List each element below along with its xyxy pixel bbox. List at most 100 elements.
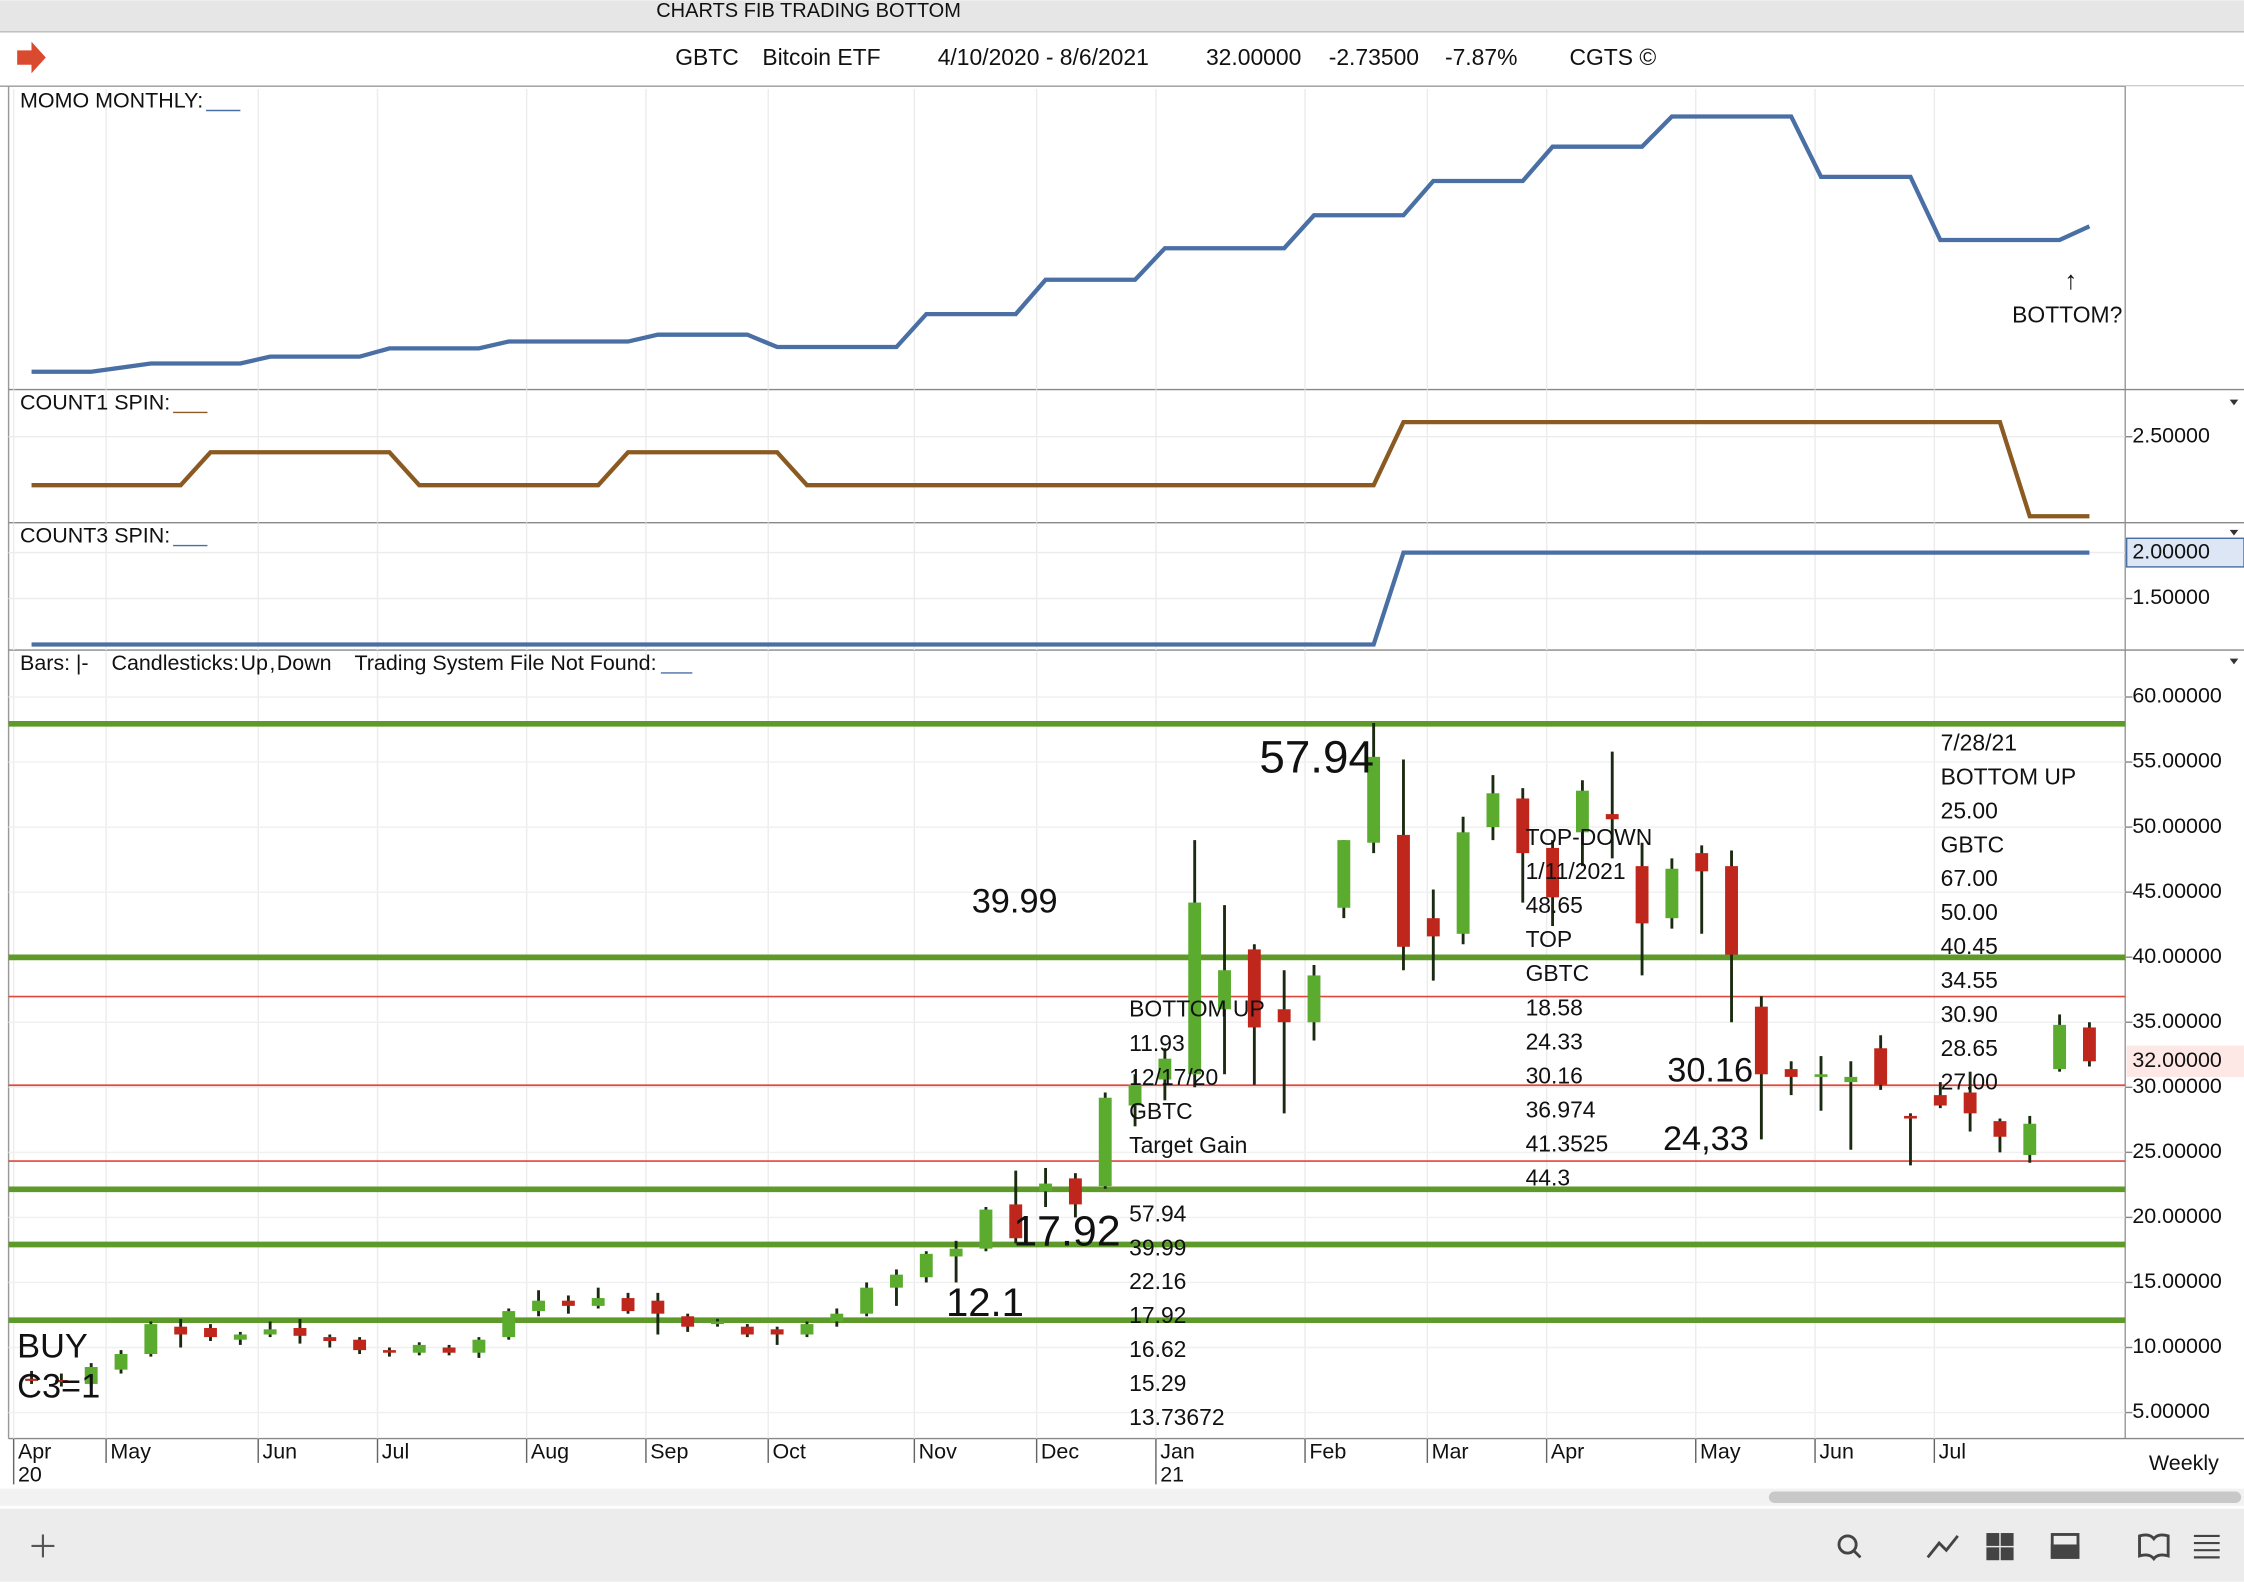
annotation: TOP-DOWN bbox=[1526, 824, 1653, 850]
big-label: 30.16 bbox=[1667, 1051, 1753, 1089]
candle-body bbox=[1098, 1097, 1112, 1187]
add-button[interactable] bbox=[31, 1534, 55, 1558]
period-label[interactable]: Weekly bbox=[2149, 1451, 2219, 1475]
legend-item: Candlesticks: bbox=[111, 651, 239, 675]
panel-button[interactable] bbox=[2050, 1533, 2080, 1559]
annotation: Target Gain bbox=[1129, 1132, 1247, 1158]
annotation: 18.58 bbox=[1526, 994, 1583, 1020]
candle-body bbox=[144, 1324, 158, 1355]
chart-button[interactable] bbox=[1926, 1535, 1959, 1559]
candle-body bbox=[1247, 949, 1261, 1028]
candle-body bbox=[1904, 1115, 1917, 1119]
candle-body bbox=[174, 1326, 188, 1335]
x-tick-label: Aug bbox=[531, 1440, 569, 1464]
annotation: 22.16 bbox=[1129, 1268, 1186, 1294]
legend-item: , bbox=[269, 651, 275, 675]
annotation: 1/11/2021 bbox=[1526, 858, 1626, 884]
y-tick-label: 2.50000 bbox=[2132, 423, 2210, 447]
candle-body bbox=[1844, 1076, 1858, 1083]
candle-body bbox=[54, 1380, 68, 1383]
info-item: 4/10/2020 - 8/6/2021 bbox=[938, 44, 1149, 70]
grid-button[interactable] bbox=[1986, 1533, 2014, 1561]
panel-menu[interactable] bbox=[2229, 399, 2239, 665]
info-item: -2.73500 bbox=[1329, 44, 1419, 70]
book-button[interactable] bbox=[2138, 1533, 2170, 1562]
legend-item: Up bbox=[240, 651, 267, 675]
annotation: 11.93 bbox=[1129, 1030, 1185, 1056]
candle-body bbox=[204, 1327, 217, 1338]
candle-body bbox=[233, 1334, 247, 1340]
candle-body bbox=[1933, 1095, 1947, 1106]
annotation: 27.00 bbox=[1941, 1069, 1998, 1095]
candle-body bbox=[1367, 756, 1381, 843]
y-tick-label: 25.00000 bbox=[2132, 1139, 2222, 1163]
annotation: 17.92 bbox=[1129, 1302, 1186, 1328]
candle-body bbox=[1635, 866, 1649, 924]
big-label: 24,33 bbox=[1663, 1120, 1749, 1158]
candle-body bbox=[532, 1300, 546, 1312]
candle-body bbox=[740, 1326, 754, 1335]
candle-body bbox=[800, 1324, 814, 1335]
y-tick-label: 2.00000 bbox=[2132, 539, 2210, 563]
x-tick-label: Jul bbox=[382, 1440, 409, 1464]
legend-item: Down bbox=[277, 651, 332, 675]
candle-body bbox=[1814, 1074, 1828, 1077]
annotation: 50.00 bbox=[1941, 899, 1998, 925]
annotation: 12/17/20 bbox=[1129, 1064, 1218, 1090]
candle-body bbox=[1605, 814, 1619, 820]
candle-body bbox=[2023, 1123, 2037, 1155]
candle-body bbox=[1456, 832, 1470, 934]
candle-body bbox=[1068, 1178, 1082, 1205]
legend-item: |- bbox=[76, 651, 89, 675]
x-tick-label: Dec bbox=[1041, 1440, 1079, 1464]
candle-body bbox=[1993, 1121, 2007, 1137]
candle-body bbox=[591, 1298, 605, 1306]
scrollbar-thumb[interactable] bbox=[1768, 1491, 2242, 1503]
candle-body bbox=[890, 1274, 903, 1288]
info-item: GBTC bbox=[675, 44, 739, 70]
big-label: C3=1 bbox=[17, 1368, 100, 1406]
x-tick-label: Feb bbox=[1309, 1440, 1346, 1464]
candle-body bbox=[1546, 847, 1560, 898]
candle-body bbox=[1307, 975, 1321, 1023]
candle-body bbox=[502, 1311, 516, 1338]
search-button[interactable] bbox=[1837, 1534, 1862, 1559]
annotation: 30.90 bbox=[1941, 1001, 1998, 1027]
candle-body bbox=[442, 1347, 456, 1353]
annotation: 34.55 bbox=[1941, 967, 1998, 993]
annotation: 13.73672 bbox=[1129, 1404, 1224, 1430]
x-tick-label: May bbox=[1700, 1440, 1741, 1464]
info-item: Bitcoin ETF bbox=[762, 44, 880, 70]
annotation: ↑ bbox=[2064, 267, 2077, 295]
candle-body bbox=[114, 1354, 128, 1370]
list-button[interactable] bbox=[2193, 1534, 2220, 1559]
y-tick-label: 40.00000 bbox=[2132, 944, 2222, 968]
big-label: 17.92 bbox=[1013, 1207, 1120, 1255]
candle-body bbox=[293, 1327, 307, 1336]
y-tick-label: 1.50000 bbox=[2132, 585, 2210, 609]
candle-body bbox=[651, 1300, 665, 1314]
candle-body bbox=[1516, 798, 1530, 854]
indicator-line bbox=[31, 419, 2090, 519]
candle-body bbox=[25, 1378, 38, 1381]
annotation: 28.65 bbox=[1941, 1035, 1998, 1061]
y-tick-label: 55.00000 bbox=[2132, 749, 2222, 773]
candle-body bbox=[1725, 866, 1738, 955]
annotation: 57.94 bbox=[1129, 1200, 1187, 1226]
candle-body bbox=[1337, 840, 1351, 908]
x-tick-label: Nov bbox=[919, 1440, 957, 1464]
candle-body bbox=[860, 1287, 874, 1314]
candle-body bbox=[1188, 902, 1202, 1075]
panel-label: COUNT3 SPIN: bbox=[20, 524, 170, 548]
candle-body bbox=[770, 1329, 784, 1335]
x-tick-label: Sep bbox=[650, 1440, 688, 1464]
year-label: 20 bbox=[18, 1462, 42, 1486]
candle-body bbox=[1397, 834, 1410, 947]
annotation: 41.3525 bbox=[1526, 1131, 1609, 1157]
x-tick-label: Apr bbox=[18, 1440, 51, 1464]
candle-body bbox=[830, 1313, 844, 1322]
annotation: 7/28/21 bbox=[1941, 730, 2017, 756]
candle-body bbox=[621, 1298, 635, 1312]
